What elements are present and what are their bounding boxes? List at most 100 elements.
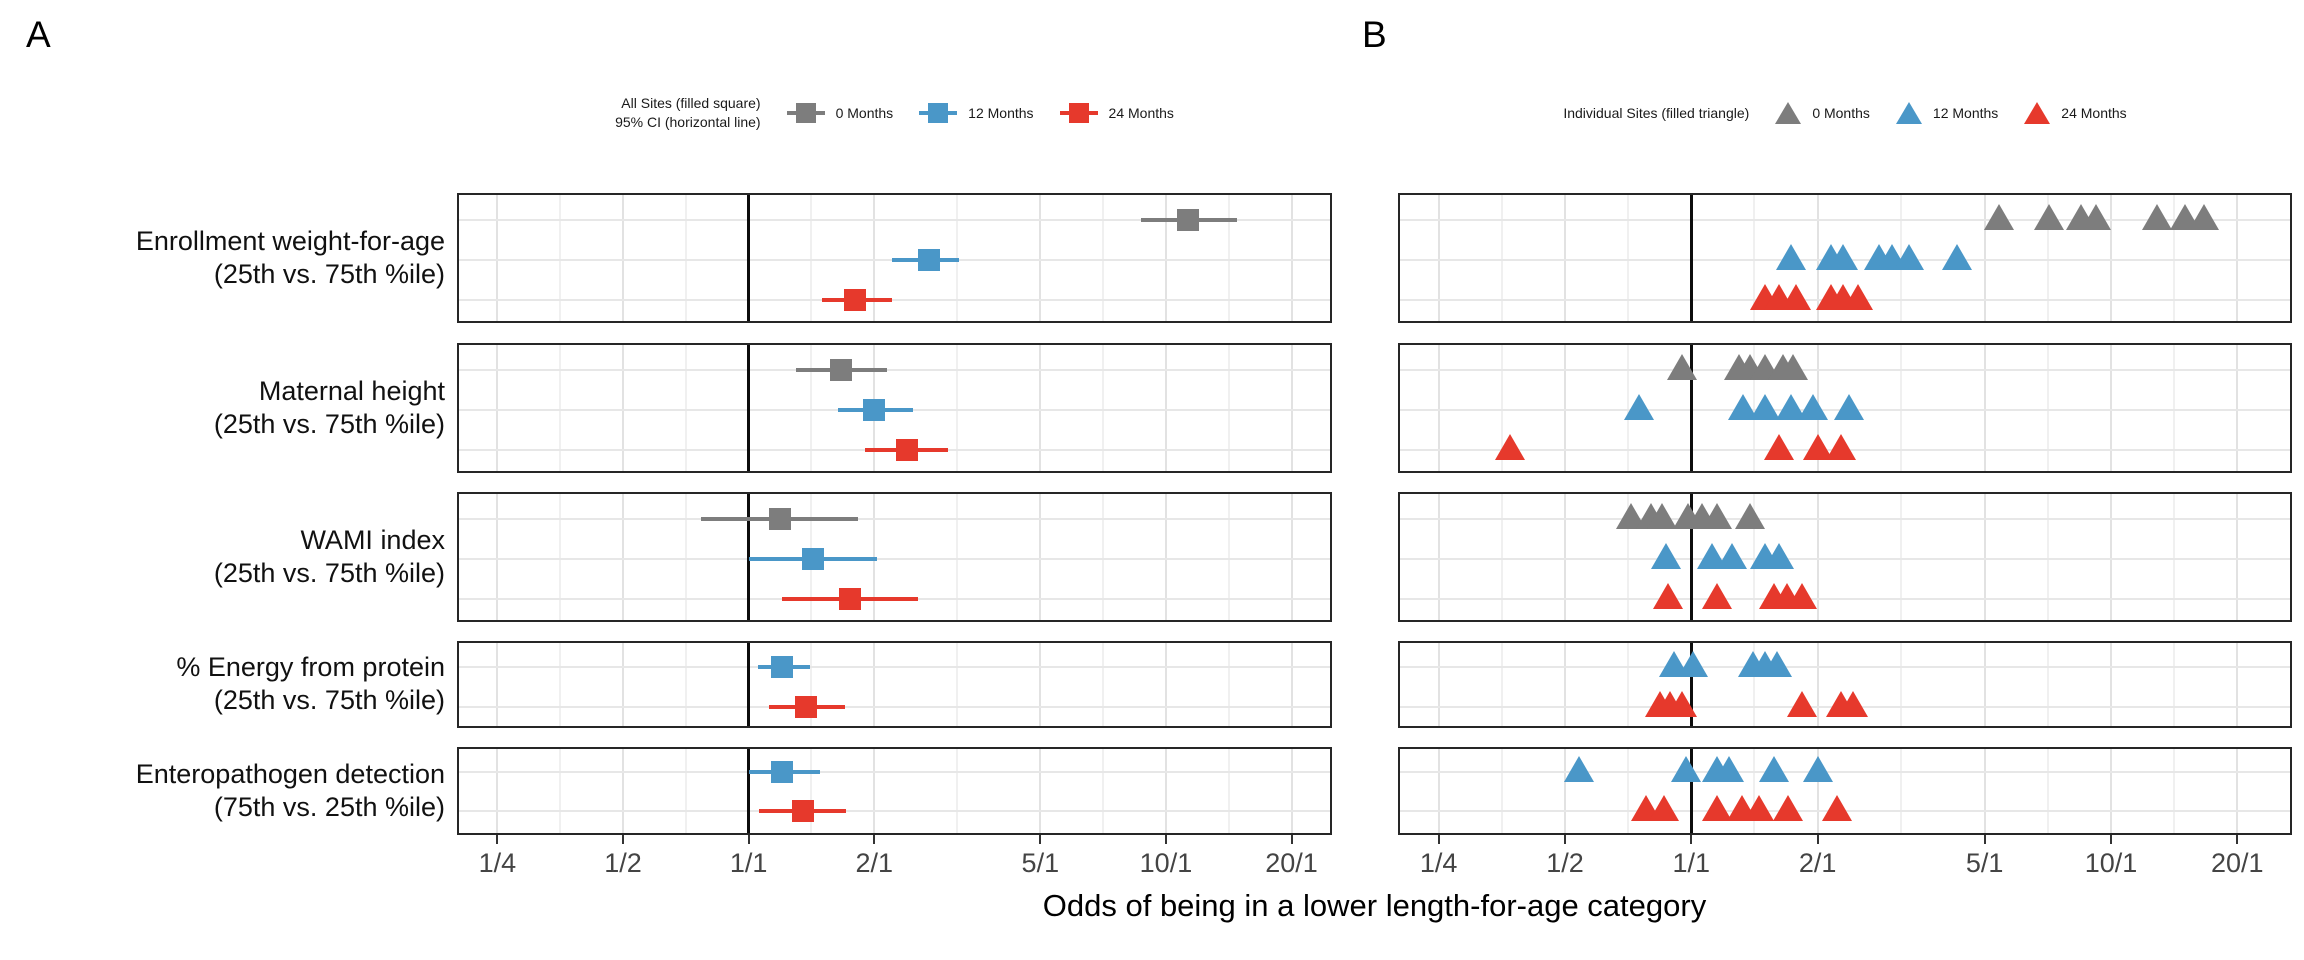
odds-ratio-square [863,399,886,421]
minor-gridline [2173,749,2176,833]
row-label-line2: (25th vs. 75th %ile) [213,259,445,289]
row-gridline [1400,518,2290,520]
x-axis-tick-label: 20/1 [1265,848,1318,878]
x-axis-tick [622,835,625,844]
major-gridline [2109,643,2112,726]
minor-gridline [1627,494,1630,620]
reference-line-1-1 [747,345,751,471]
row-label-line1: % Energy from protein [176,652,445,682]
major-gridline [873,749,876,833]
reference-line-1-1 [1689,749,1693,833]
major-gridline [2109,195,2112,321]
row-gridline [459,299,1330,301]
x-axis-tick [1563,835,1566,844]
row-gridline [459,518,1330,520]
major-gridline [1563,494,1566,620]
odds-ratio-square [769,508,792,530]
minor-gridline [2046,494,2049,620]
major-gridline [496,643,499,726]
row-label-line2: (25th vs. 75th %ile) [213,409,445,439]
site-odds-triangle [1648,795,1679,821]
minor-gridline [1102,643,1105,726]
major-gridline [1816,494,1819,620]
reference-line-1-1 [747,195,751,321]
major-gridline [1437,643,1440,726]
legend-a-item-24-months: 24 Months [1059,102,1174,124]
major-gridline [1039,345,1042,471]
major-gridline [1290,643,1293,726]
x-axis-tick [1290,835,1293,844]
minor-gridline [2173,643,2176,726]
odds-ratio-square [1177,209,1200,231]
major-gridline [1563,195,1566,321]
reference-line-1-1 [747,749,751,833]
minor-gridline [2173,195,2176,321]
minor-gridline [1900,643,1903,726]
site-odds-triangle [2033,204,2064,230]
x-axis-tick [2109,835,2112,844]
major-gridline [1563,345,1566,471]
row-gridline [1400,666,2290,668]
minor-gridline [810,643,813,726]
row-gridline [1400,558,2290,560]
minor-gridline [1627,749,1630,833]
minor-gridline [1753,749,1756,833]
triangle-icon [1895,102,1922,124]
odds-ratio-square [839,588,862,610]
row-gridline [459,810,1330,812]
row-gridline [1400,598,2290,600]
major-gridline [1816,749,1819,833]
major-gridline [622,494,625,620]
x-axis-tick-label: 1/1 [1672,848,1711,878]
minor-gridline [956,643,959,726]
minor-gridline [559,643,562,726]
panel-b-label: B [1362,14,1387,55]
row-label-line2: (25th vs. 75th %ile) [213,558,445,588]
legend-a-item-0-months: 0 Months [786,102,893,124]
minor-gridline [1900,494,1903,620]
row-gridline [459,771,1330,773]
major-gridline [1290,345,1293,471]
site-odds-triangle [1776,244,1807,270]
square-ci-icon [919,102,958,124]
square-ci-icon [786,102,825,124]
site-odds-triangle [1893,244,1924,270]
row-label-maternal-height: Maternal height (25th vs. 75th %ile) [15,375,445,441]
x-axis-tick-label: 1/2 [1546,848,1584,878]
site-odds-triangle [1761,651,1792,677]
row-gridline [1400,219,2290,221]
minor-gridline [1102,345,1105,471]
minor-gridline [1102,195,1105,321]
minor-gridline [1227,749,1230,833]
x-axis-tick [1437,835,1440,844]
site-odds-triangle [1701,795,1732,821]
legend-a-key-line2: 95% CI (horizontal line) [615,114,761,130]
site-odds-triangle [1670,756,1701,782]
minor-gridline [956,494,959,620]
major-gridline [622,195,625,321]
site-odds-triangle [1650,543,1681,569]
major-gridline [1164,749,1167,833]
row-label-line1: Enteropathogen detection [135,759,445,789]
major-gridline [1290,195,1293,321]
major-gridline [1039,494,1042,620]
minor-gridline [1753,195,1756,321]
row-gridline [1400,369,2290,371]
x-axis-tick [496,835,499,844]
facet-box [457,641,1332,728]
facet-box [1398,747,2292,835]
odds-ratio-square [829,359,852,381]
site-odds-triangle [1666,354,1697,380]
facet-box [1398,492,2292,622]
reference-line-1-1 [1689,643,1693,726]
site-odds-triangle [1833,394,1864,420]
triangle-icon [1775,102,1802,124]
site-odds-triangle [1787,691,1818,717]
major-gridline [1983,749,1986,833]
minor-gridline [1627,195,1630,321]
minor-gridline [2173,345,2176,471]
facet-box [457,492,1332,622]
minor-gridline [1500,345,1503,471]
minor-gridline [559,195,562,321]
